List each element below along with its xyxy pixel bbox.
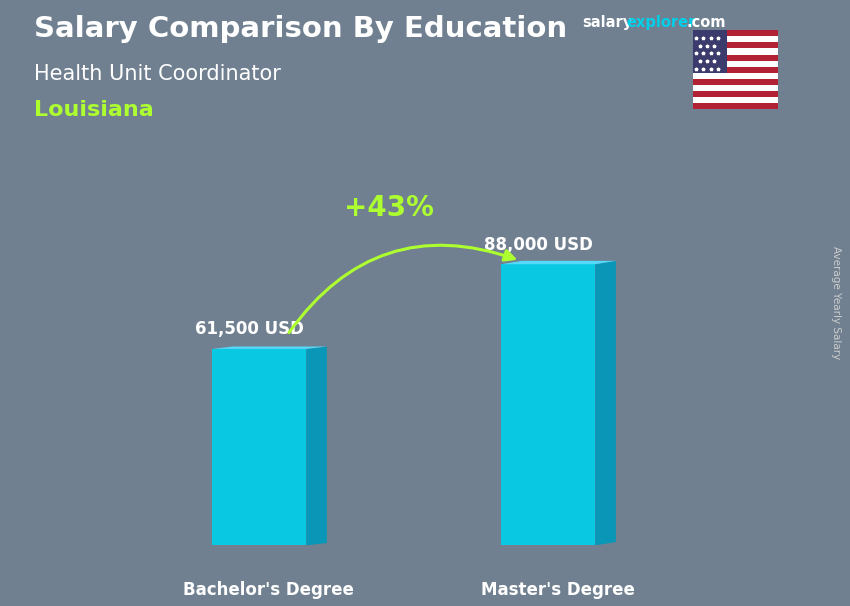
Text: Master's Degree: Master's Degree bbox=[481, 581, 635, 599]
Bar bbox=[693, 30, 727, 73]
Text: Salary Comparison By Education: Salary Comparison By Education bbox=[34, 15, 567, 43]
Polygon shape bbox=[212, 347, 327, 349]
Bar bbox=[693, 85, 778, 91]
Text: explorer: explorer bbox=[626, 15, 696, 30]
Bar bbox=[693, 61, 778, 67]
Bar bbox=[693, 79, 778, 85]
Text: salary: salary bbox=[582, 15, 632, 30]
Text: Health Unit Coordinator: Health Unit Coordinator bbox=[34, 64, 280, 84]
Text: 88,000 USD: 88,000 USD bbox=[484, 236, 593, 254]
Bar bbox=[693, 67, 778, 73]
Bar bbox=[212, 349, 306, 545]
Bar bbox=[693, 97, 778, 103]
Bar bbox=[693, 91, 778, 97]
Bar bbox=[693, 103, 778, 109]
Text: .com: .com bbox=[687, 15, 726, 30]
Text: Bachelor's Degree: Bachelor's Degree bbox=[184, 581, 354, 599]
Text: 61,500 USD: 61,500 USD bbox=[196, 321, 304, 338]
Text: +43%: +43% bbox=[344, 194, 434, 222]
Bar bbox=[693, 42, 778, 48]
Polygon shape bbox=[306, 347, 327, 545]
Text: Louisiana: Louisiana bbox=[34, 100, 154, 120]
Bar bbox=[693, 30, 778, 36]
Bar bbox=[693, 48, 778, 55]
Text: Average Yearly Salary: Average Yearly Salary bbox=[830, 247, 841, 359]
Polygon shape bbox=[595, 261, 616, 545]
Bar bbox=[693, 36, 778, 42]
Polygon shape bbox=[502, 261, 616, 264]
Bar bbox=[693, 55, 778, 61]
Bar bbox=[693, 73, 778, 79]
Bar bbox=[502, 264, 595, 545]
